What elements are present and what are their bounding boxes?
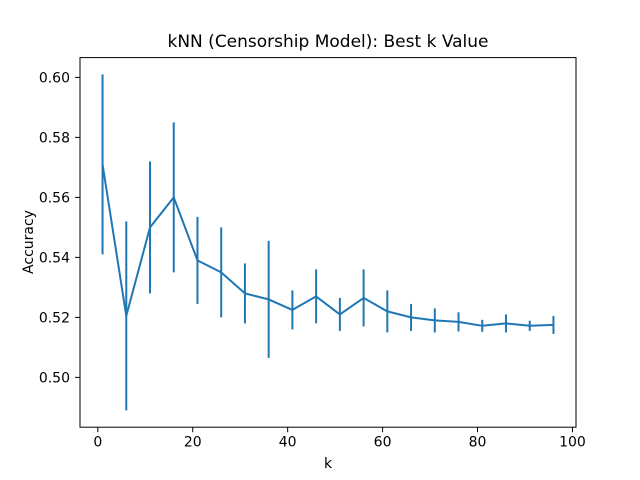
x-tick-label: 20: [184, 435, 202, 451]
y-tick-label: 0.56: [39, 190, 70, 206]
y-axis: 0.50 0.52 0.54 0.56 0.58 0.60: [39, 70, 80, 386]
axes-frame: [79, 57, 577, 428]
x-tick-label: 100: [559, 435, 586, 451]
y-tick-label: 0.58: [39, 130, 70, 146]
y-tick-label: 0.50: [39, 370, 70, 386]
accuracy-line: [101, 164, 554, 327]
error-bars: [101, 74, 555, 411]
x-tick-label: 80: [469, 435, 487, 451]
x-tick-label: 0: [93, 435, 102, 451]
y-tick-label: 0.52: [39, 310, 70, 326]
y-tick-label: 0.60: [39, 70, 70, 86]
y-tick-label: 0.54: [39, 250, 70, 266]
x-tick-label: 60: [374, 435, 392, 451]
x-tick-label: 40: [279, 435, 297, 451]
x-axis: 0 20 40 60 80 100: [93, 427, 586, 451]
chart-title: kNN (Censorship Model): Best k Value: [167, 32, 489, 52]
x-axis-label: k: [323, 456, 333, 472]
